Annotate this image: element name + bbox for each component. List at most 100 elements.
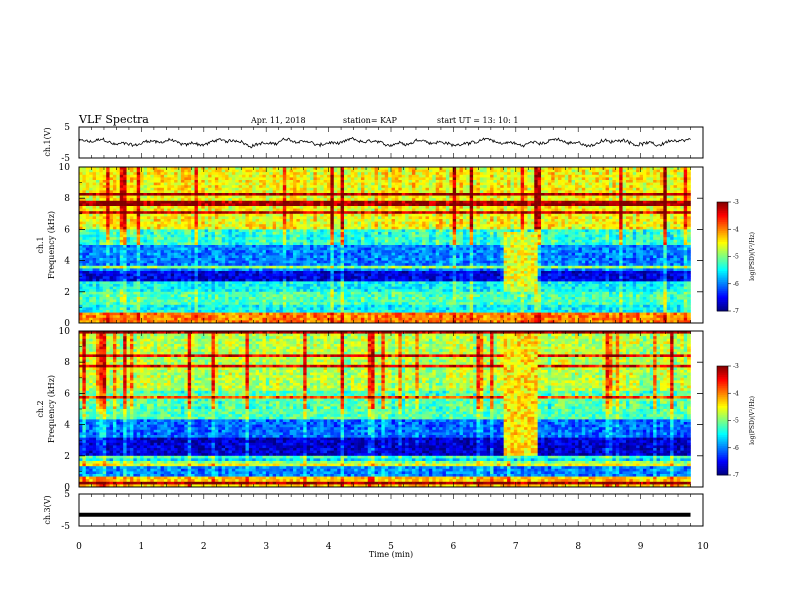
ch1-spectrogram-cell xyxy=(534,213,538,217)
ch1-spectrogram-cell xyxy=(666,177,671,181)
ch1-spectrogram-cell xyxy=(425,234,430,238)
ch1-spectrogram-cell xyxy=(235,221,239,225)
ch1-spectrogram-cell xyxy=(575,219,579,222)
ch1-spectrogram-cell xyxy=(415,208,420,212)
ch1-spectrogram-cell xyxy=(381,211,386,215)
ch1-spectrogram-cell xyxy=(289,219,294,222)
ch1-spectrogram-cell xyxy=(588,229,593,233)
ch1-spectrogram-cell xyxy=(102,180,107,183)
ch1-spectrogram-cell xyxy=(163,190,168,194)
ch1-spectrogram-cell xyxy=(622,211,627,215)
ch1-spectrogram-cell xyxy=(483,187,487,191)
ch1-spectrogram-cell xyxy=(483,190,487,194)
ch1-spectrogram-cell xyxy=(357,221,362,225)
ch1-spectrogram-cell xyxy=(153,237,158,241)
ch1-spectrogram-cell xyxy=(116,174,121,178)
ch1-spectrogram-cell xyxy=(163,187,168,191)
ch1-spectrogram-cell xyxy=(680,172,685,176)
ch1-spectrogram-cell xyxy=(588,213,593,217)
ch1-spectrogram-cell xyxy=(272,232,277,235)
ch1-spectrogram-cell xyxy=(245,224,250,228)
ch1-spectrogram-cell xyxy=(221,224,226,228)
ch1-spectrogram-cell xyxy=(534,172,538,176)
ch1-spectrogram-cell xyxy=(354,185,358,189)
ch1-spectrogram-cell xyxy=(313,180,318,183)
ch1-spectrogram-cell xyxy=(85,198,90,202)
ch1-spectrogram-cell xyxy=(293,216,297,220)
ch1-spectrogram-cell xyxy=(296,208,301,212)
ch1-spectrogram-cell xyxy=(106,177,110,181)
ch1-spectrogram-cell xyxy=(289,180,294,183)
ch1-spectrogram-cell xyxy=(248,193,253,196)
ch1-spectrogram-cell xyxy=(544,172,549,176)
ch1-spectrogram-cell xyxy=(79,180,83,183)
ch1-spectrogram-cell xyxy=(99,187,104,191)
ch1-spectrogram-cell xyxy=(360,211,365,215)
ch1-spectrogram-cell xyxy=(530,167,535,170)
ch1-spectrogram-cell xyxy=(194,177,199,181)
ch1-spectrogram-cell xyxy=(330,219,335,222)
ch1-spectrogram-cell xyxy=(439,195,443,199)
ch1-spectrogram-cell xyxy=(608,172,613,176)
ch1-spectrogram-cell xyxy=(503,216,508,220)
ch1-spectrogram-cell xyxy=(452,219,457,222)
ch1-spectrogram-cell xyxy=(401,190,406,194)
ch1-spectrogram-cell xyxy=(625,172,630,176)
ch1-spectrogram-cell xyxy=(143,213,148,217)
ch1-spectrogram-cell xyxy=(119,224,124,228)
ch1-spectrogram-cell xyxy=(530,190,535,194)
ch1-spectrogram-cell xyxy=(354,167,358,170)
ch1-spectrogram-cell xyxy=(248,206,253,209)
ch1-spectrogram-cell xyxy=(286,208,290,212)
ch1-spectrogram-cell xyxy=(687,187,691,191)
ch1-spectrogram-cell xyxy=(286,177,290,181)
ch1-spectrogram-cell xyxy=(79,198,83,202)
ch1-spectrogram-cell xyxy=(204,172,209,176)
ch1-spectrogram-cell xyxy=(496,200,501,204)
ch1-spectrogram-cell xyxy=(367,219,372,222)
ch1-spectrogram-cell xyxy=(659,177,664,181)
ch1-spectrogram-cell xyxy=(415,195,420,199)
ch1-spectrogram-cell xyxy=(177,190,182,194)
ch1-spectrogram-cell xyxy=(102,200,107,204)
ch1-spectrogram-cell xyxy=(507,187,511,191)
ch1-spectrogram-cell xyxy=(174,187,178,191)
ch1-spectrogram-cell xyxy=(289,193,294,196)
ch1-spectrogram-cell xyxy=(442,221,447,225)
ch1-spectrogram-cell xyxy=(401,229,406,233)
ch1-spectrogram-cell xyxy=(401,224,406,228)
ch1-spectrogram-cell xyxy=(394,182,399,186)
ch1-spectrogram-cell xyxy=(656,174,661,178)
ch1-spectrogram-cell xyxy=(350,216,355,220)
ch1-spectrogram-cell xyxy=(462,185,467,189)
ch1-spectrogram-cell xyxy=(136,203,141,207)
ch1-spectrogram-cell xyxy=(106,193,110,196)
ch1-spectrogram-cell xyxy=(653,169,657,173)
ch1-spectrogram-cell xyxy=(374,221,379,225)
ch1-spectrogram-cell xyxy=(676,208,681,212)
ch1-spectrogram-cell xyxy=(547,229,552,233)
ch1-spectrogram-cell xyxy=(293,232,297,235)
ch1-spectrogram-cell xyxy=(364,193,369,196)
ch1-spectrogram-cell xyxy=(377,193,382,196)
ch1-spectrogram-cell xyxy=(554,226,559,230)
ch1-spectrogram-cell xyxy=(568,169,572,173)
ch1-spectrogram-cell xyxy=(687,167,691,170)
ch1-spectrogram-cell xyxy=(680,195,685,199)
ch1-spectrogram-cell xyxy=(673,213,678,217)
ch1-spectrogram-cell xyxy=(415,237,420,241)
ch1-spectrogram-cell xyxy=(483,224,487,228)
ch1-spectrogram-cell xyxy=(418,226,423,230)
ch1-spectrogram-cell xyxy=(187,221,192,225)
ch1-spectrogram-cell xyxy=(544,174,549,178)
ch1-spectrogram-cell xyxy=(466,208,470,212)
ch1-spectrogram-cell xyxy=(313,195,318,199)
ch1-spectrogram-cell xyxy=(442,237,447,241)
ch1-spectrogram-cell xyxy=(102,208,107,212)
ch1-spectrogram-cell xyxy=(197,177,202,181)
ch1-spectrogram-cell xyxy=(595,213,600,217)
ch1-spectrogram-cell xyxy=(670,226,674,230)
ch1-spectrogram-cell xyxy=(357,200,362,204)
ch1-spectrogram-cell xyxy=(293,211,297,215)
ch1-spectrogram-cell xyxy=(564,232,569,235)
